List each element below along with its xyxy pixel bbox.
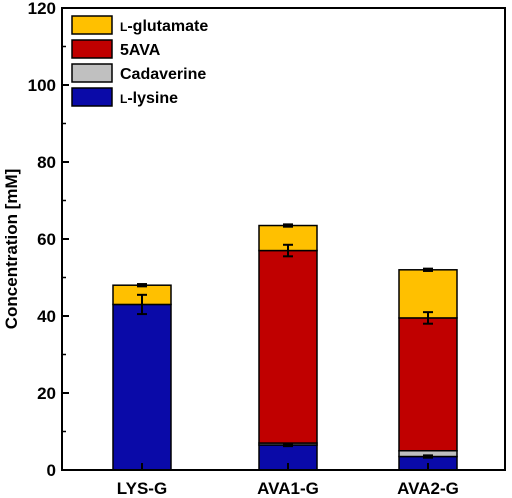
legend-label: L-glutamate bbox=[120, 18, 208, 35]
legend-swatch bbox=[71, 15, 113, 35]
bar-segment bbox=[398, 269, 458, 319]
y-tick-label: 120 bbox=[28, 0, 56, 18]
legend-label: 5AVA bbox=[120, 42, 161, 59]
bars-layer bbox=[112, 224, 458, 471]
error-bars-layer bbox=[137, 223, 433, 459]
error-bar bbox=[137, 283, 147, 288]
legend-swatch bbox=[71, 63, 113, 83]
x-axis: LYS-G AVA1-G AVA2-G bbox=[117, 463, 459, 498]
legend-label-text: Cadaverine bbox=[120, 66, 206, 83]
y-axis: 0 20 40 60 80 100 120 bbox=[28, 0, 69, 480]
y-tick-label: 40 bbox=[37, 307, 56, 326]
legend-label-smallcaps: L bbox=[120, 92, 127, 106]
y-tick-label: 20 bbox=[37, 384, 56, 403]
x-tick-label: AVA1-G bbox=[257, 479, 319, 498]
legend-label: L-lysine bbox=[120, 90, 178, 107]
y-tick-label: 100 bbox=[28, 76, 56, 95]
legend-label-text: -glutamate bbox=[127, 18, 208, 35]
legend-swatch bbox=[71, 39, 113, 59]
legend-label-text: 5AVA bbox=[120, 42, 161, 59]
error-bar bbox=[283, 223, 293, 228]
y-axis-label: Concentration [mM] bbox=[2, 169, 21, 330]
error-bar bbox=[423, 267, 433, 272]
y-tick-label: 60 bbox=[37, 230, 56, 249]
y-tick-label: 0 bbox=[47, 461, 56, 480]
bar-segment bbox=[398, 317, 458, 452]
legend-label-smallcaps: L bbox=[120, 20, 127, 34]
bar-segment bbox=[112, 303, 172, 471]
x-tick-label: AVA2-G bbox=[397, 479, 459, 498]
error-bar bbox=[423, 311, 433, 325]
legend-label-text: -lysine bbox=[127, 90, 178, 107]
legend-label: Cadaverine bbox=[120, 66, 206, 83]
error-bar bbox=[423, 454, 433, 459]
legend-swatch bbox=[71, 87, 113, 107]
error-bar bbox=[137, 293, 147, 316]
bar-segment bbox=[258, 249, 318, 444]
error-bar bbox=[283, 243, 293, 258]
y-tick-label: 80 bbox=[37, 153, 56, 172]
x-tick-label: LYS-G bbox=[117, 479, 167, 498]
error-bar bbox=[283, 442, 293, 448]
